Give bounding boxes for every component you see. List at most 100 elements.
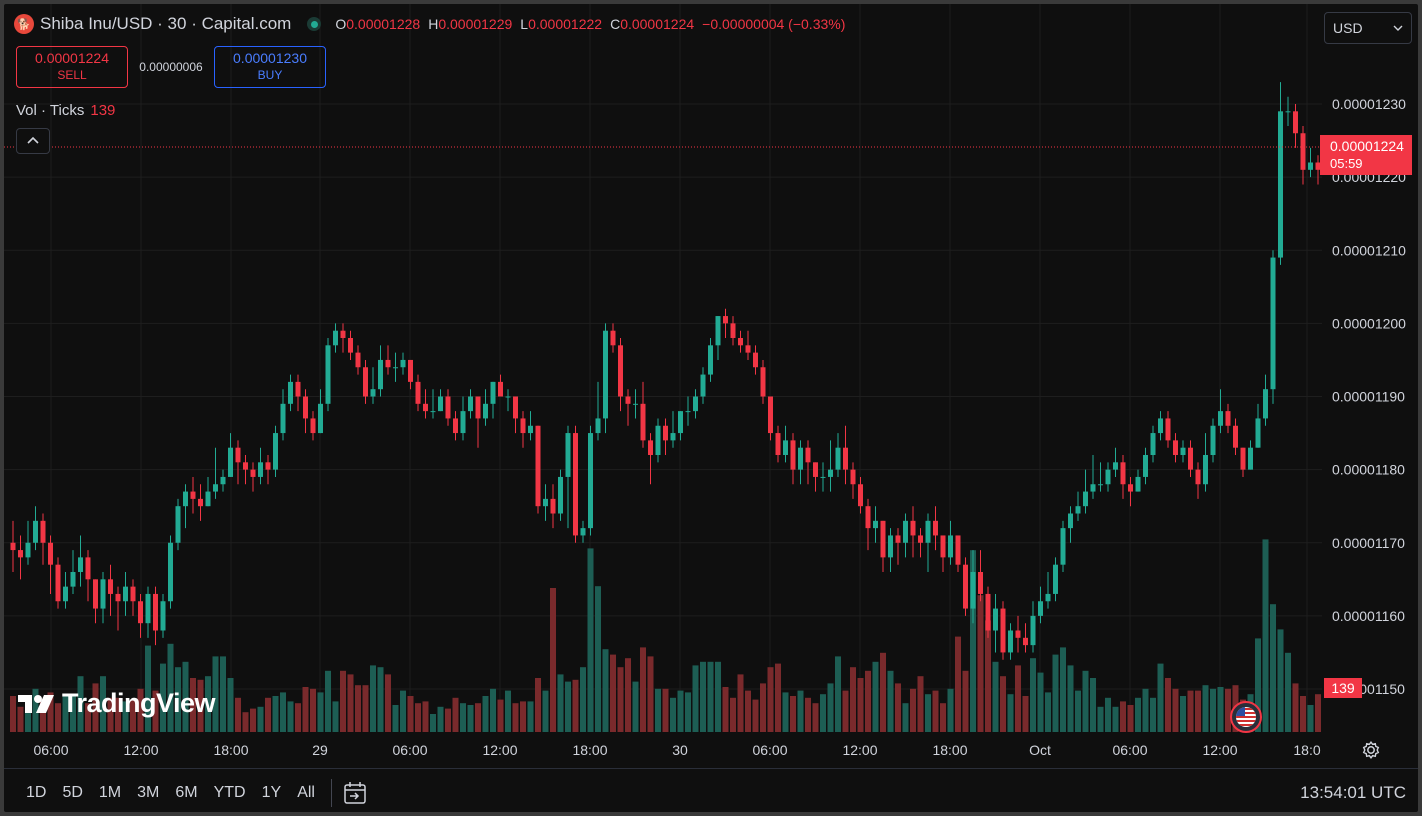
candle-body[interactable] bbox=[595, 418, 601, 434]
candle-body[interactable] bbox=[535, 425, 541, 507]
candle-body[interactable] bbox=[610, 330, 616, 346]
candle-body[interactable] bbox=[1150, 433, 1156, 455]
candle-body[interactable] bbox=[1068, 513, 1073, 529]
candle-body[interactable] bbox=[685, 411, 691, 413]
candle-body[interactable] bbox=[820, 476, 826, 478]
candle-body[interactable] bbox=[1225, 411, 1231, 426]
candle-body[interactable] bbox=[918, 535, 923, 543]
tradingview-logo[interactable]: TradingView bbox=[18, 688, 216, 719]
candle-body[interactable] bbox=[213, 484, 218, 492]
candle-body[interactable] bbox=[1308, 162, 1313, 170]
candle-body[interactable] bbox=[1158, 418, 1163, 434]
candle-body[interactable] bbox=[123, 586, 128, 602]
candle-body[interactable] bbox=[228, 447, 233, 477]
candle-body[interactable] bbox=[303, 396, 308, 419]
candle-body[interactable] bbox=[993, 608, 998, 631]
candle-body[interactable] bbox=[640, 403, 646, 441]
candle-body[interactable] bbox=[33, 520, 38, 543]
candle-body[interactable] bbox=[370, 389, 376, 397]
candle-body[interactable] bbox=[948, 535, 953, 558]
candle-body[interactable] bbox=[1075, 506, 1081, 514]
candle-body[interactable] bbox=[768, 396, 773, 434]
candle-body[interactable] bbox=[340, 330, 346, 338]
candle-body[interactable] bbox=[520, 418, 526, 434]
candle-body[interactable] bbox=[138, 601, 143, 624]
range-3m[interactable]: 3M bbox=[137, 784, 160, 801]
candle-body[interactable] bbox=[363, 367, 368, 397]
range-ytd[interactable]: YTD bbox=[213, 784, 246, 801]
candle-body[interactable] bbox=[153, 593, 158, 631]
candle-body[interactable] bbox=[85, 557, 91, 580]
candle-body[interactable] bbox=[565, 433, 571, 477]
candle-body[interactable] bbox=[1210, 425, 1216, 455]
candle-body[interactable] bbox=[115, 593, 121, 602]
candle-body[interactable] bbox=[850, 469, 856, 485]
candle-body[interactable] bbox=[475, 396, 481, 419]
go-to-date-icon[interactable] bbox=[342, 780, 368, 806]
candle-body[interactable] bbox=[1128, 484, 1133, 492]
candle-body[interactable] bbox=[910, 520, 916, 536]
candle-body[interactable] bbox=[775, 433, 781, 455]
range-1y[interactable]: 1Y bbox=[261, 784, 282, 801]
candle-body[interactable] bbox=[48, 542, 53, 565]
candle-body[interactable] bbox=[835, 447, 841, 470]
candle-body[interactable] bbox=[805, 447, 811, 463]
candle-body[interactable] bbox=[40, 520, 46, 543]
candle-body[interactable] bbox=[708, 345, 713, 375]
candle-body[interactable] bbox=[1270, 257, 1276, 390]
candle-body[interactable] bbox=[310, 418, 316, 434]
candle-body[interactable] bbox=[1255, 418, 1261, 448]
candle-body[interactable] bbox=[70, 572, 76, 587]
candle-body[interactable] bbox=[970, 572, 976, 609]
candle-body[interactable] bbox=[333, 330, 338, 346]
candle-body[interactable] bbox=[1038, 601, 1043, 616]
candle-body[interactable] bbox=[648, 440, 653, 455]
candle-body[interactable] bbox=[903, 520, 908, 543]
candle-body[interactable] bbox=[108, 579, 113, 594]
candle-body[interactable] bbox=[1278, 111, 1283, 258]
candle-body[interactable] bbox=[1218, 411, 1223, 426]
sell-button[interactable]: 0.00001224 SELL bbox=[16, 46, 128, 88]
candle-body[interactable] bbox=[1083, 491, 1088, 507]
candle-body[interactable] bbox=[430, 411, 436, 413]
candle-body[interactable] bbox=[498, 381, 503, 397]
candle-body[interactable] bbox=[663, 425, 668, 441]
candle-body[interactable] bbox=[753, 352, 758, 368]
symbol-title[interactable]: Shiba Inu/USD · 30 · Capital.com bbox=[40, 14, 292, 33]
candle-body[interactable] bbox=[1000, 608, 1006, 653]
candle-body[interactable] bbox=[1315, 162, 1321, 170]
candle-body[interactable] bbox=[423, 403, 428, 412]
candle-body[interactable] bbox=[558, 476, 563, 514]
candle-body[interactable] bbox=[505, 396, 511, 398]
candle-body[interactable] bbox=[940, 535, 946, 558]
candle-body[interactable] bbox=[1188, 447, 1193, 470]
candle-body[interactable] bbox=[235, 447, 241, 463]
candle-body[interactable] bbox=[783, 440, 788, 455]
price-chart[interactable] bbox=[4, 4, 1322, 732]
candle-body[interactable] bbox=[580, 528, 586, 536]
candle-body[interactable] bbox=[1180, 447, 1186, 455]
candle-body[interactable] bbox=[1233, 425, 1238, 448]
candle-body[interactable] bbox=[168, 542, 173, 602]
candle-body[interactable] bbox=[1053, 564, 1058, 594]
candle-body[interactable] bbox=[1285, 111, 1291, 113]
candle-body[interactable] bbox=[1173, 440, 1178, 455]
candle-body[interactable] bbox=[453, 418, 458, 434]
candle-body[interactable] bbox=[100, 579, 106, 609]
candle-body[interactable] bbox=[325, 345, 331, 404]
candle-body[interactable] bbox=[933, 520, 938, 536]
candle-body[interactable] bbox=[1113, 462, 1118, 470]
price-axis[interactable]: 0.000012300.000012200.000012100.00001200… bbox=[1322, 4, 1422, 732]
candle-body[interactable] bbox=[618, 345, 623, 397]
candle-body[interactable] bbox=[175, 506, 181, 543]
candle-body[interactable] bbox=[378, 359, 383, 390]
candle-body[interactable] bbox=[1090, 484, 1096, 492]
candle-body[interactable] bbox=[1030, 615, 1036, 646]
candle-body[interactable] bbox=[93, 579, 98, 609]
candle-body[interactable] bbox=[1195, 469, 1201, 485]
candle-body[interactable] bbox=[183, 491, 188, 507]
candle-body[interactable] bbox=[63, 586, 68, 602]
candle-body[interactable] bbox=[1165, 418, 1171, 441]
time-axis[interactable]: 06:00 12:00 18:00 29 06:00 12:00 18:00 30 06:00 1… bbox=[4, 732, 1322, 768]
candle-body[interactable] bbox=[415, 381, 421, 404]
